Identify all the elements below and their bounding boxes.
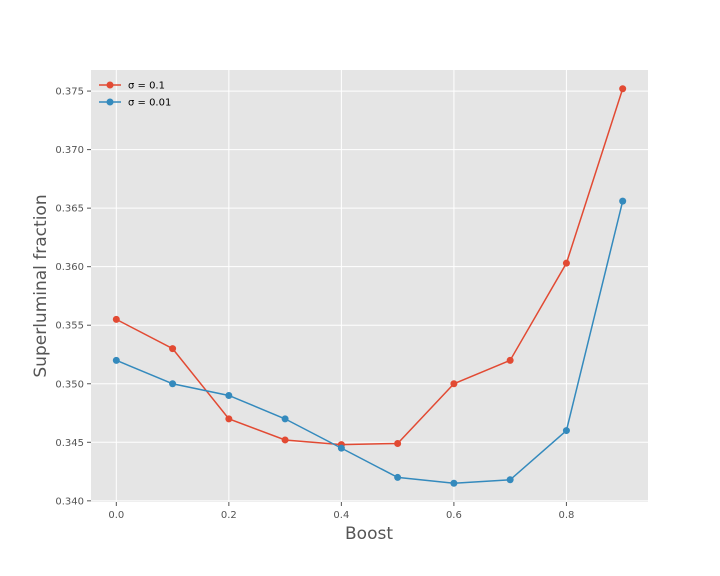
data-point [450, 479, 458, 487]
data-point [281, 415, 289, 423]
y-axis-ticks: 0.340 0.345 0.350 0.355 0.360 0.365 0.370 0.375 [55, 87, 91, 507]
legend-label: σ = 0.1 [128, 81, 165, 92]
series-2 [112, 197, 627, 487]
data-point [562, 427, 570, 435]
legend-marker [106, 81, 114, 89]
data-point [169, 380, 177, 388]
y-tick-label: 0.340 [55, 496, 84, 507]
legend-item: σ = 0.1 [99, 81, 165, 92]
data-point [112, 356, 120, 364]
series-layer [112, 85, 627, 487]
x-tick-label: 0.2 [221, 510, 237, 521]
legend-marker [106, 98, 114, 106]
data-point [562, 259, 570, 267]
data-point [394, 473, 402, 481]
data-point [450, 380, 458, 388]
series-line [116, 200, 624, 485]
grid-lines [91, 70, 648, 502]
data-point [337, 444, 345, 452]
y-tick-label: 0.370 [55, 145, 84, 156]
x-tick-label: 0.4 [333, 510, 349, 521]
x-tick-label: 0.6 [446, 510, 462, 521]
series-line [115, 88, 624, 446]
data-point [112, 315, 120, 323]
y-tick-label: 0.365 [55, 204, 84, 215]
y-tick-label: 0.355 [55, 321, 84, 332]
data-point [394, 439, 402, 447]
x-axis-title: Boost [345, 524, 393, 544]
data-point [225, 391, 233, 399]
x-tick-label: 0.0 [108, 510, 124, 521]
data-point [281, 436, 289, 444]
data-point [225, 415, 233, 423]
x-tick-label: 0.8 [558, 510, 574, 521]
y-tick-label: 0.360 [55, 262, 84, 273]
legend: σ = 0.1 σ = 0.01 [99, 81, 171, 109]
data-point [169, 345, 177, 353]
series-1 [112, 85, 627, 449]
data-point [506, 476, 514, 484]
y-tick-label: 0.375 [55, 87, 84, 98]
plot-area [91, 70, 648, 502]
x-axis-ticks: 0.0 0.2 0.4 0.6 0.8 [108, 502, 574, 521]
y-tick-label: 0.345 [55, 438, 84, 449]
legend-label: σ = 0.01 [128, 98, 171, 109]
data-point [619, 197, 627, 205]
data-point [506, 356, 514, 364]
y-axis-title: Superluminal fraction [31, 194, 51, 377]
y-tick-label: 0.350 [55, 379, 84, 390]
data-point [619, 85, 627, 93]
legend-item: σ = 0.01 [99, 98, 171, 109]
